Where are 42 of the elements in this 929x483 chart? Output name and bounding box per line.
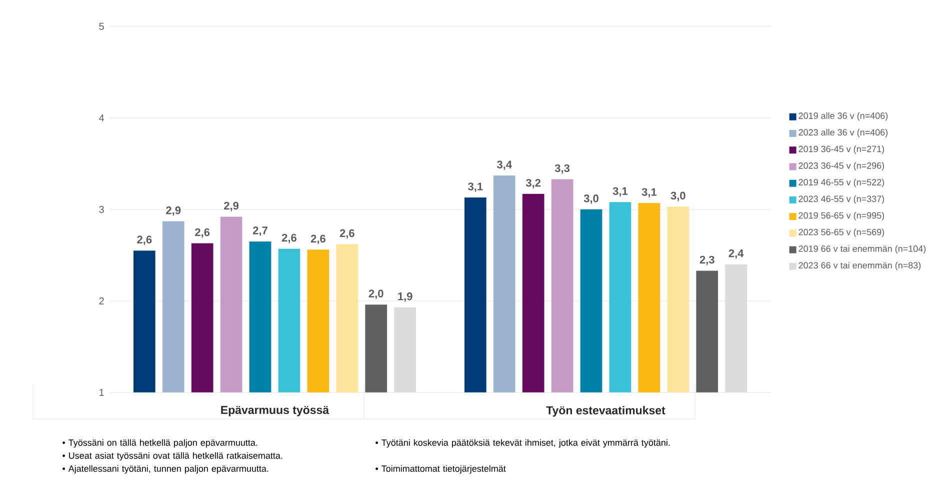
data-label: 3,0 [584, 194, 598, 204]
data-label: 3,1 [642, 188, 657, 198]
text: • Ajatellessani työtäni, tunnen paljon epävarmuutta. [62, 465, 268, 474]
legend-label: 2023 56-65 v (n=569) [798, 228, 884, 238]
legend-label: 2023 46-55 v (n=337) [798, 195, 884, 204]
data-label: 2,6 [195, 228, 210, 238]
data-label: 2,7 [252, 226, 268, 236]
y-tick-label: 5 [99, 22, 104, 30]
data-label: 2,3 [700, 256, 714, 266]
legend-label: 2019 46-55 v (n=522) [798, 178, 884, 188]
x-tick-label: Työn estevaatimukset [546, 406, 666, 417]
data-label: 3,3 [554, 164, 570, 174]
legend-label: 2023 36-45 v (n=296) [798, 162, 884, 171]
data-label: 1,9 [398, 292, 412, 302]
data-label: 2,6 [310, 234, 326, 244]
legend-label: 2019 66 v tai enemmän (n=104) [798, 245, 926, 254]
y-tick-label: 4 [99, 114, 104, 122]
legend-label: 2023 alle 36 v (n=406) [798, 128, 888, 138]
data-label: 2,6 [137, 236, 152, 246]
data-label: 3,1 [612, 187, 628, 197]
text: • Toimimattomat tietojärjestelmät [376, 465, 506, 474]
text: • Työssäni on tällä hetkellä paljon epävarmuutta. [62, 439, 258, 448]
data-label: 3,4 [496, 160, 512, 170]
y-tick-label: 3 [99, 206, 104, 213]
y-tick-label: 1 [100, 388, 104, 396]
legend-label: 2019 alle 36 v (n=406) [798, 112, 888, 121]
data-label: 3,2 [526, 178, 541, 188]
x-tick-label: Epävarmuus työssä [221, 406, 330, 416]
legend-label: 2019 56-65 v (n=995) [798, 212, 884, 220]
data-label: 2,6 [340, 229, 354, 239]
legend-label: 2023 66 v tai enemmän (n=83) [798, 262, 921, 270]
y-tick-label: 2 [99, 297, 104, 304]
data-label: 2,9 [224, 202, 239, 212]
text: • Useat asiat työssäni ovat tällä hetkellä ratkaisematta. [62, 452, 282, 461]
data-label: 2,0 [368, 290, 384, 300]
data-label: 2,9 [166, 206, 181, 216]
text: • Työtäni koskevia päätöksiä tekevät ihmiset, jotka eivät ymmärrä työtäni. [376, 439, 670, 448]
legend-label: 2019 36-45 v (n=271) [798, 146, 884, 154]
data-label: 2,4 [728, 249, 744, 259]
data-label: 2,6 [282, 234, 296, 244]
data-label: 3,0 [670, 192, 686, 202]
data-label: 3,1 [468, 182, 483, 192]
